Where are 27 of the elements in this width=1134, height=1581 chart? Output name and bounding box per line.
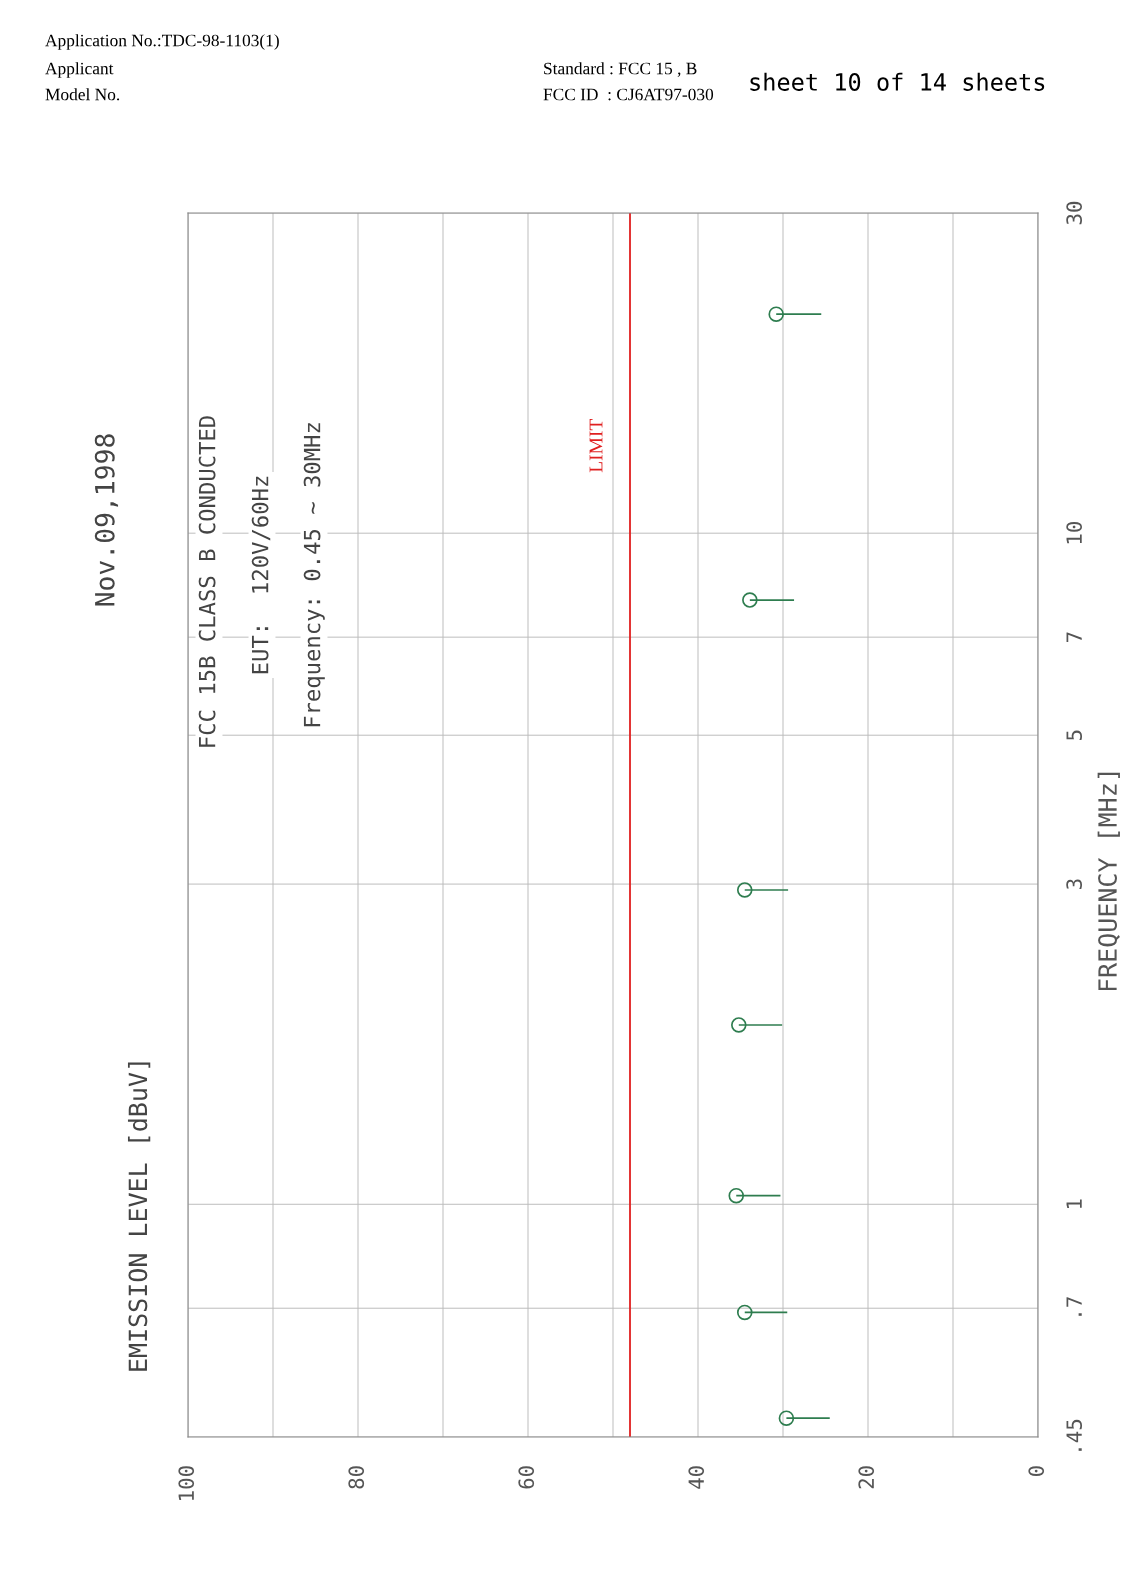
y-tick-label: .7 bbox=[1066, 1297, 1082, 1316]
text: Model No. bbox=[45, 88, 120, 101]
text: Nov.09,1998 bbox=[94, 434, 119, 606]
y-tick-label: 30 bbox=[1066, 201, 1083, 225]
y-tick-label: 3 bbox=[1066, 879, 1083, 889]
x-tick-label: 0 bbox=[1028, 1466, 1045, 1476]
x-tick-label: 20 bbox=[858, 1466, 875, 1489]
text: Application No.:TDC-98-1103(1) bbox=[45, 34, 279, 50]
annotation: FCC 15B CLASS B CONDUCTED bbox=[198, 416, 216, 747]
x-tick-label: 60 bbox=[518, 1466, 535, 1489]
y-axis-title: FREQUENCY [MHz] bbox=[1097, 772, 1120, 991]
y-tick-label: 10 bbox=[1066, 522, 1083, 544]
x-tick-label: 100 bbox=[178, 1466, 195, 1500]
y-tick-label: 7 bbox=[1066, 632, 1082, 642]
y-tick-label: 5 bbox=[1066, 730, 1083, 741]
x-tick-label: 80 bbox=[348, 1466, 365, 1489]
y-tick-label: 1 bbox=[1066, 1199, 1082, 1209]
ref-line-label: LIMIT bbox=[589, 419, 603, 473]
text: Applicant bbox=[45, 62, 114, 78]
x-tick-label: 40 bbox=[688, 1466, 705, 1489]
annotation: EUT: 120V/60Hz bbox=[251, 476, 271, 674]
text: sheet 10 of 14 sheets bbox=[750, 72, 1045, 91]
text: Standard : FCC 15 , B bbox=[544, 62, 697, 77]
y-tick-label: .45 bbox=[1066, 1419, 1083, 1451]
text: EMISSION LEVEL [dBuV] bbox=[127, 1062, 151, 1371]
text: FCC ID : CJ6AT97-030 bbox=[543, 88, 714, 101]
annotation: Frequency: 0.45 ~ 30MHz bbox=[303, 423, 325, 727]
